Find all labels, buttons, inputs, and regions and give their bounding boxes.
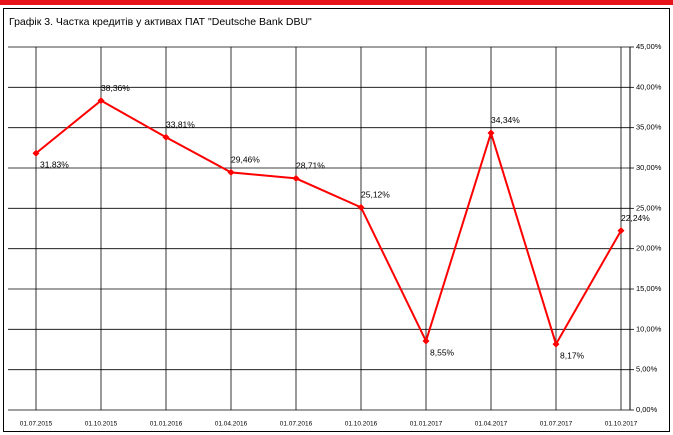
y-tick-label: 25,00% bbox=[636, 203, 662, 212]
y-tick-label: 5,00% bbox=[636, 365, 658, 374]
marker bbox=[97, 97, 105, 105]
x-tick-label: 01.10.2017 bbox=[605, 421, 638, 428]
x-tick-label: 01.10.2015 bbox=[85, 421, 118, 428]
x-tick-label: 01.07.2016 bbox=[280, 421, 313, 428]
data-label: 34,34% bbox=[491, 115, 520, 125]
y-tick-label: 35,00% bbox=[636, 123, 662, 132]
marker bbox=[227, 168, 235, 176]
data-label: 29,46% bbox=[231, 155, 260, 165]
data-label: 8,17% bbox=[560, 350, 585, 360]
data-label: 8,55% bbox=[430, 347, 455, 357]
y-tick-label: 45,00% bbox=[636, 42, 662, 51]
y-tick-label: 30,00% bbox=[636, 163, 662, 172]
y-tick-label: 0,00% bbox=[636, 405, 658, 414]
chart-frame bbox=[3, 8, 670, 432]
x-tick-label: 01.07.2015 bbox=[20, 421, 53, 428]
x-tick-label: 01.07.2017 bbox=[540, 421, 573, 428]
x-tick-label: 01.01.2016 bbox=[150, 421, 183, 428]
data-label: 28,71% bbox=[296, 161, 325, 171]
y-tick-label: 10,00% bbox=[636, 324, 662, 333]
marker bbox=[617, 227, 625, 235]
x-tick-label: 01.04.2016 bbox=[215, 421, 248, 428]
y-tick-label: 20,00% bbox=[636, 244, 662, 253]
data-label: 22,24% bbox=[621, 213, 650, 223]
y-tick-label: 15,00% bbox=[636, 284, 662, 293]
marker bbox=[422, 337, 430, 345]
x-tick-label: 01.10.2016 bbox=[345, 421, 378, 428]
marker bbox=[162, 133, 170, 141]
data-label: 25,12% bbox=[361, 190, 390, 200]
x-tick-label: 01.01.2017 bbox=[410, 421, 443, 428]
marker bbox=[552, 340, 560, 348]
marker bbox=[292, 174, 300, 182]
data-label: 33,81% bbox=[166, 120, 195, 130]
marker bbox=[32, 149, 40, 157]
x-tick-label: 01.04.2017 bbox=[475, 421, 508, 428]
data-label: 31,83% bbox=[40, 159, 69, 169]
marker bbox=[357, 203, 365, 211]
data-label: 38,36% bbox=[101, 83, 130, 93]
data-line bbox=[35, 99, 622, 347]
chart-title: Графік 3. Частка кредитів у активах ПАТ … bbox=[9, 16, 312, 28]
marker bbox=[487, 129, 495, 137]
y-tick-label: 40,00% bbox=[636, 82, 662, 91]
top-bar bbox=[0, 0, 673, 5]
